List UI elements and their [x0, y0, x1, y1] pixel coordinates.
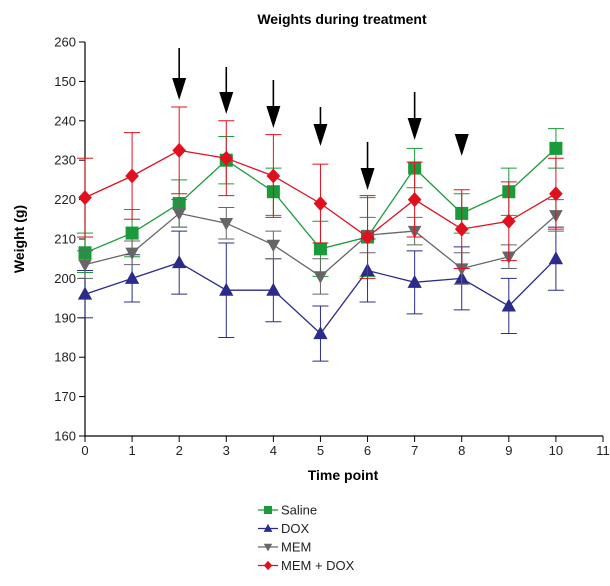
arrow-marker	[266, 80, 281, 128]
arrow-head	[266, 106, 281, 128]
y-tick-label: 230	[54, 153, 76, 168]
data-point	[219, 218, 234, 231]
plot-area	[77, 106, 564, 362]
x-tick-label: 7	[411, 443, 418, 458]
data-point	[219, 150, 234, 166]
y-tick-label: 260	[54, 35, 76, 50]
data-point	[454, 221, 469, 237]
arrow-marker	[454, 134, 469, 156]
legend-entry: DOX	[258, 521, 310, 536]
data-point	[266, 282, 281, 296]
data-point	[313, 271, 328, 284]
data-point	[78, 190, 92, 206]
data-point	[549, 186, 563, 202]
x-tick-label: 10	[549, 443, 563, 458]
y-axis-label: Weight (g)	[11, 205, 27, 273]
data-point	[266, 168, 281, 184]
data-point	[313, 242, 327, 256]
legend-entry: Saline	[258, 503, 317, 518]
axes: 160 170 180 190 200 210 220 230 240 150 260 0 1 2 3 4 5 6…	[54, 35, 609, 459]
data-point	[501, 298, 516, 312]
y-tick-label: 200	[54, 271, 76, 286]
y-tick-label: 170	[54, 389, 76, 404]
y-tick-label: 150	[54, 74, 76, 89]
data-point	[125, 247, 139, 260]
y-tick-label: 210	[54, 232, 76, 247]
data-point	[125, 168, 139, 184]
data-point	[219, 282, 234, 296]
arrow-head	[313, 124, 328, 146]
data-point	[454, 263, 469, 276]
arrow-head	[219, 92, 234, 114]
legend-marker	[263, 543, 273, 552]
data-point	[78, 259, 92, 272]
treatment-arrows	[172, 48, 469, 190]
x-tick-label: 2	[176, 443, 183, 458]
data-point	[313, 326, 328, 340]
data-point	[407, 274, 422, 288]
x-tick-label: 8	[458, 443, 465, 458]
data-point	[549, 141, 563, 155]
x-tick-label: 1	[128, 443, 135, 458]
chart-title: Weights during treatment	[257, 11, 427, 27]
arrow-head	[360, 168, 375, 190]
legend-entry: MEM + DOX	[258, 558, 355, 573]
x-tick-label: 0	[81, 443, 88, 458]
x-tick-label: 4	[270, 443, 277, 458]
data-point	[172, 142, 187, 158]
arrow-marker	[407, 92, 422, 140]
data-point	[125, 226, 139, 240]
x-tick-label: 9	[505, 443, 512, 458]
x-tick-label: 3	[223, 443, 230, 458]
y-tick-label: 220	[54, 192, 76, 207]
legend-marker	[264, 506, 272, 514]
x-tick-label: 11	[596, 443, 610, 458]
legend-marker	[263, 523, 273, 532]
legend-marker	[263, 560, 273, 571]
data-point	[266, 239, 281, 253]
arrow-head	[407, 118, 422, 140]
data-point	[124, 270, 140, 284]
arrow-marker	[172, 48, 187, 100]
arrow-marker	[360, 142, 375, 190]
legend-label: Saline	[281, 503, 317, 518]
series-mem	[77, 199, 564, 295]
y-tick-label: 180	[54, 350, 76, 365]
x-tick-label: 5	[317, 443, 324, 458]
data-point	[313, 196, 328, 212]
arrow-marker	[313, 107, 328, 146]
series-mem-dox	[77, 106, 564, 279]
y-tick-label: 190	[54, 310, 76, 325]
data-point	[548, 251, 564, 265]
y-tick-label: 240	[54, 113, 76, 128]
arrow-head	[454, 134, 469, 156]
x-tick-label: 6	[364, 443, 371, 458]
y-tick-label: 160	[54, 429, 76, 444]
data-point	[77, 286, 93, 300]
legend-label: MEM	[281, 540, 311, 555]
legend: Saline DOX MEM MEM + DOX	[258, 503, 355, 573]
legend-label: DOX	[281, 521, 310, 536]
data-point	[172, 255, 187, 269]
data-point	[360, 229, 375, 245]
data-point	[501, 213, 516, 229]
arrow-head	[172, 78, 187, 100]
legend-entry: MEM	[258, 540, 311, 555]
data-point	[407, 192, 422, 208]
data-point	[172, 208, 187, 221]
arrow-marker	[219, 67, 234, 114]
legend-label: MEM + DOX	[281, 558, 355, 573]
x-axis-label: Time point	[308, 467, 379, 483]
